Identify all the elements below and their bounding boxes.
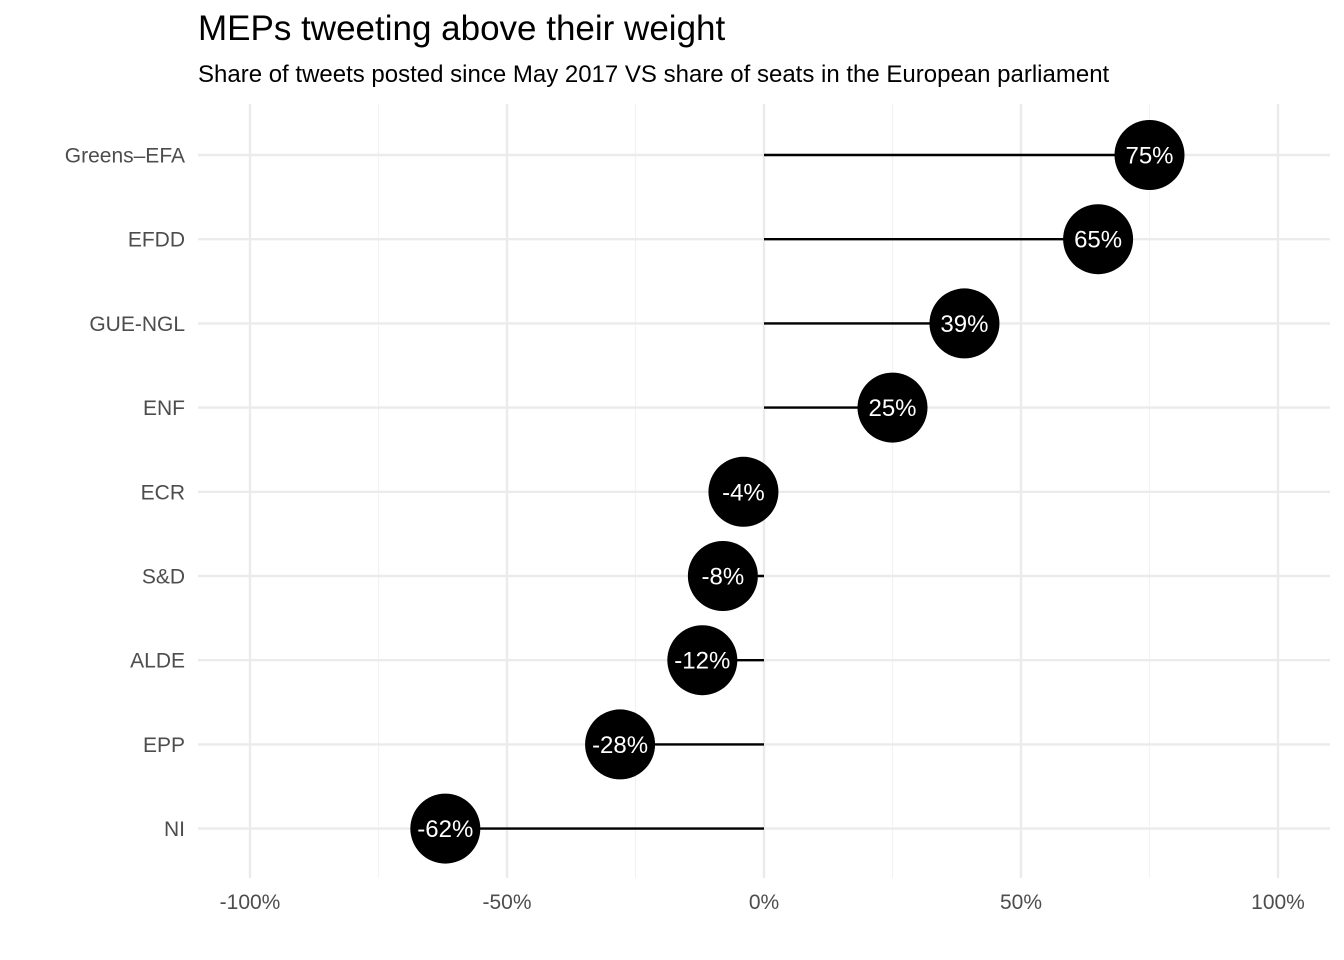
category-label: ALDE <box>130 650 185 673</box>
category-axis-labels: Greens–EFA EFDD GUE-NGL ENF ECR S&D ALDE EPP NI <box>65 145 185 842</box>
category-label: EPP <box>143 734 185 757</box>
value-axis-labels: -100% -50% 0% 50% 100% <box>220 891 1305 914</box>
category-label: GUE-NGL <box>89 313 185 336</box>
category-label: EFDD <box>128 229 185 252</box>
x-tick-label: -100% <box>220 891 281 914</box>
lollipop-point <box>410 793 481 864</box>
x-tick-label: 100% <box>1251 891 1305 914</box>
data-label: 39% <box>940 311 988 338</box>
x-tick-label: 50% <box>1000 891 1042 914</box>
chart-subtitle: Share of tweets posted since May 2017 VS… <box>198 61 1110 88</box>
lollipop-points: 75% 65% 39% 25% -4% -8% -12% -28% -62% <box>410 120 1185 864</box>
data-label: 65% <box>1074 227 1122 254</box>
category-label: Greens–EFA <box>65 145 185 168</box>
data-label: 25% <box>868 395 916 422</box>
lollipop-point <box>929 288 1000 359</box>
data-label: -4% <box>722 479 765 506</box>
data-label: -28% <box>592 732 648 759</box>
data-label: 75% <box>1125 143 1173 170</box>
lollipop-point <box>1114 120 1185 190</box>
data-label: -62% <box>417 816 473 843</box>
data-label: -8% <box>702 564 745 591</box>
lollipop-point <box>708 456 779 527</box>
chart-title: MEPs tweeting above their weight <box>198 9 726 48</box>
category-label: ECR <box>141 481 185 504</box>
category-label: NI <box>164 818 185 841</box>
data-label: -12% <box>674 648 730 675</box>
category-label: S&D <box>142 566 185 589</box>
x-tick-label: -50% <box>482 891 531 914</box>
lollipop-point <box>585 709 656 780</box>
x-tick-label: 0% <box>749 891 779 914</box>
lollipop-point <box>687 541 758 611</box>
lollipop-point <box>667 625 738 696</box>
lollipop-point <box>857 372 928 443</box>
category-label: ENF <box>143 397 185 420</box>
lollipop-point <box>1063 204 1134 275</box>
